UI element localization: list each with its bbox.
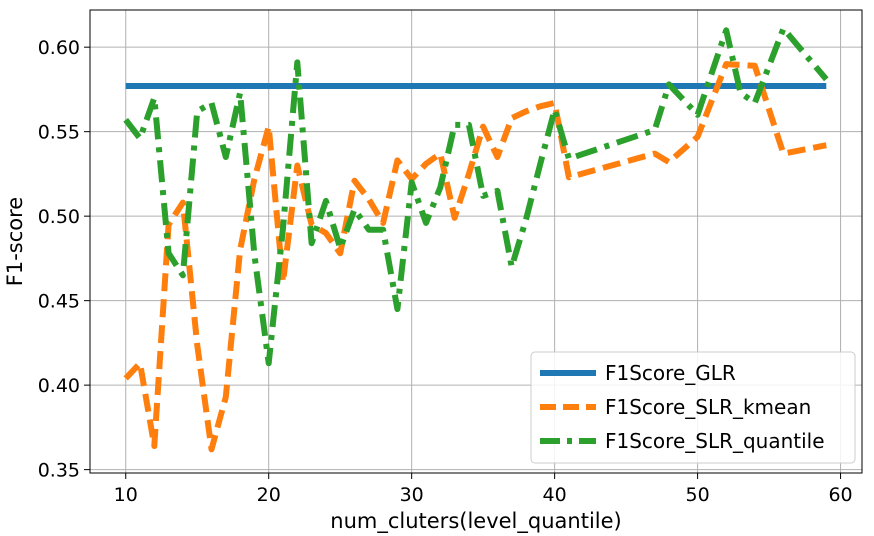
legend: F1Score_GLR F1Score_SLR_kmean F1Score_SL… — [530, 351, 856, 464]
x-axis-title: num_cluters(level_quantile) — [330, 509, 621, 534]
series-line-slr-quantile — [123, 25, 829, 367]
y-tick-label: 0.40 — [38, 375, 80, 397]
y-axis-title: F1-score — [3, 197, 27, 286]
axis-ticks: 10 20 30 40 50 60 0.35 0.40 0.45 0.50 0.55 0.60 — [38, 37, 853, 506]
y-tick-label: 0.50 — [38, 206, 80, 228]
y-tick-label: 0.55 — [38, 122, 80, 144]
x-tick-label: 50 — [685, 484, 709, 506]
plot-frame — [89, 9, 863, 474]
plot-lines — [123, 25, 829, 453]
legend-label-glr: F1Score_GLR — [605, 361, 736, 385]
x-tick-label: 40 — [543, 484, 567, 506]
x-tick-label: 20 — [257, 484, 281, 506]
y-tick-label: 0.45 — [38, 291, 80, 313]
legend-label-slr-quantile: F1Score_SLR_quantile — [605, 429, 825, 453]
y-tick-label: 0.60 — [38, 37, 80, 59]
x-tick-label: 30 — [400, 484, 424, 506]
x-tick-label: 10 — [114, 484, 138, 506]
legend-label-slr-kmean: F1Score_SLR_kmean — [605, 395, 811, 419]
y-tick-label: 0.35 — [38, 460, 80, 482]
x-tick-label: 60 — [828, 484, 852, 506]
series-line-slr-kmean — [123, 61, 827, 453]
legend-box — [530, 351, 856, 464]
